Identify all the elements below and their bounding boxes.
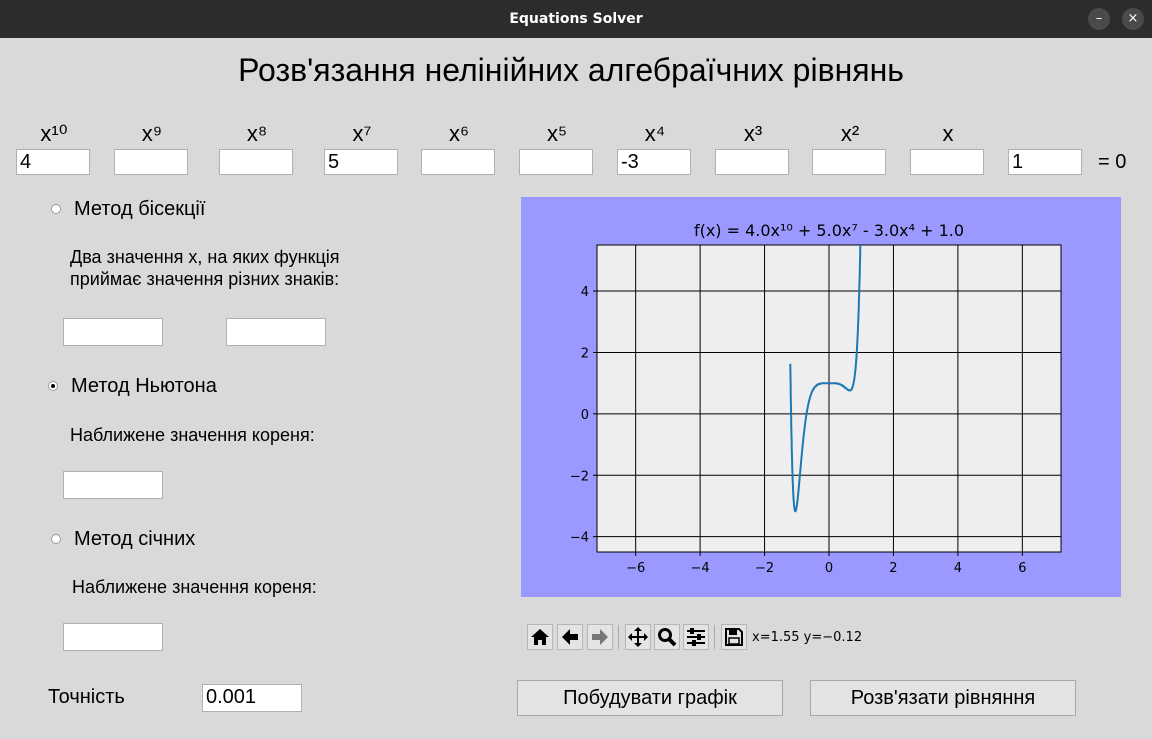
radio-secant[interactable]	[51, 534, 61, 544]
y-tick-label: −2	[570, 469, 589, 484]
precision-input[interactable]: 0.001	[202, 684, 302, 712]
power-label-x8: x⁸	[246, 121, 268, 146]
bisection-a-input[interactable]	[63, 318, 163, 346]
power-label-x10: x¹⁰	[40, 121, 68, 146]
secant-initial-input[interactable]	[63, 623, 163, 651]
coef-input-x5[interactable]	[519, 149, 593, 175]
coef-input-x1[interactable]	[910, 149, 984, 175]
power-label-x5: x⁵	[546, 121, 568, 146]
zoom-icon[interactable]	[654, 624, 680, 650]
forward-icon[interactable]	[587, 624, 613, 650]
plot-panel: f(x) = 4.0x¹⁰ + 5.0x⁷ - 3.0x⁴ + 1.0 −6 −4…	[521, 197, 1121, 597]
power-label-x4: x⁴	[644, 121, 666, 146]
power-label-x7: x⁷	[352, 121, 372, 146]
y-tick-label: 2	[581, 346, 589, 361]
newton-initial-input[interactable]	[63, 471, 163, 499]
x-tick-label: 6	[1018, 561, 1026, 576]
x-tick-label: −6	[626, 561, 645, 576]
cursor-coordinates: x=1.55 y=−0.12	[752, 630, 863, 645]
power-label-x6: x⁶	[448, 121, 470, 146]
page-title: Розв'язання нелінійних алгебраїчних рівн…	[238, 52, 904, 88]
solve-button[interactable]: Розв'язати рівняння	[810, 680, 1076, 716]
configure-subplots-icon[interactable]	[683, 624, 709, 650]
chart-title: f(x) = 4.0x¹⁰ + 5.0x⁷ - 3.0x⁴ + 1.0	[694, 221, 964, 240]
secant-description: Наближене значення кореня:	[72, 577, 317, 597]
radio-newton[interactable]	[48, 381, 58, 391]
window-titlebar: Equations Solver – ×	[0, 0, 1152, 38]
window-title: Equations Solver	[509, 11, 643, 27]
bisection-b-input[interactable]	[226, 318, 326, 346]
save-icon[interactable]	[721, 624, 747, 650]
bisection-description-line1: Два значення x, на яких функція	[70, 247, 340, 267]
precision-label: Точність	[48, 686, 125, 708]
method-label-secant: Метод січних	[74, 528, 196, 550]
y-tick-label: 0	[581, 408, 589, 423]
coef-input-x4[interactable]: -3	[617, 149, 691, 175]
function-chart: f(x) = 4.0x¹⁰ + 5.0x⁷ - 3.0x⁴ + 1.0 −6 −4…	[570, 221, 1062, 576]
coef-input-x10[interactable]: 4	[16, 149, 90, 175]
x-tick-label: −4	[691, 561, 710, 576]
plot-button[interactable]: Побудувати графік	[517, 680, 783, 716]
coef-input-x7[interactable]: 5	[324, 149, 398, 175]
radio-bisection[interactable]	[51, 204, 61, 214]
home-icon[interactable]	[527, 624, 553, 650]
close-button[interactable]: ×	[1122, 8, 1144, 30]
toolbar-separator	[618, 625, 619, 649]
back-icon[interactable]	[557, 624, 583, 650]
newton-description: Наближене значення кореня:	[70, 425, 315, 445]
equals-zero-label: = 0	[1098, 151, 1127, 173]
x-tick-label: 2	[889, 561, 897, 576]
method-label-newton: Метод Ньютона	[71, 375, 217, 397]
coef-input-x3[interactable]	[715, 149, 789, 175]
coef-input-x9[interactable]	[114, 149, 188, 175]
pan-icon[interactable]	[625, 624, 651, 650]
bisection-description-line2: приймає значення різних знаків:	[70, 269, 340, 289]
coef-input-x0[interactable]: 1	[1008, 149, 1082, 175]
x-tick-label: 0	[825, 561, 833, 576]
method-label-bisection: Метод бісекції	[74, 198, 206, 220]
power-label-x9: x⁹	[141, 121, 163, 146]
bisection-description: Два значення x, на яких функція приймає …	[70, 246, 340, 290]
toolbar-separator	[714, 625, 715, 649]
y-tick-label: 4	[581, 285, 589, 300]
x-tick-label: 4	[954, 561, 962, 576]
x-tick-label: −2	[755, 561, 774, 576]
power-label-x3: x³	[743, 121, 763, 146]
coef-input-x6[interactable]	[421, 149, 495, 175]
coef-input-x8[interactable]	[219, 149, 293, 175]
function-curve	[789, 245, 862, 513]
y-tick-label: −4	[570, 531, 589, 546]
coef-input-x2[interactable]	[812, 149, 886, 175]
power-label-x1: x	[942, 121, 954, 146]
app-body: Розв'язання нелінійних алгебраїчних рівн…	[0, 38, 1152, 739]
power-label-x2: x²	[840, 121, 860, 146]
minimize-button[interactable]: –	[1088, 8, 1110, 30]
